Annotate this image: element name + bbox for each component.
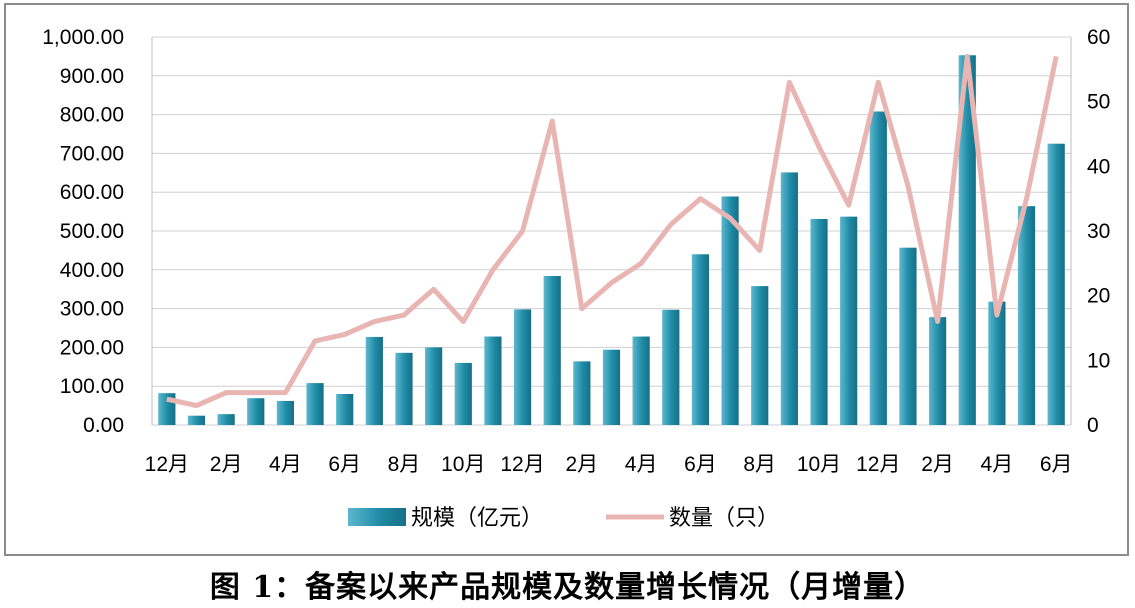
line-series-count xyxy=(166,53,1059,409)
bar xyxy=(928,317,947,425)
bar xyxy=(899,247,917,425)
y-right-tick-label: 10 xyxy=(1087,349,1110,372)
x-tick-label: 12月 xyxy=(500,453,544,476)
y-left-tick-label: 300.00 xyxy=(60,298,124,321)
bar xyxy=(751,286,769,425)
x-tick-label: 2月 xyxy=(921,453,954,476)
bar xyxy=(810,218,828,425)
x-tick-label: 2月 xyxy=(566,453,599,476)
x-tick-label: 10月 xyxy=(441,453,485,476)
x-tick-label: 8月 xyxy=(743,453,776,476)
y-right-tick-label: 50 xyxy=(1087,91,1110,114)
y-left-tick-label: 400.00 xyxy=(60,259,124,282)
y-right-tick-label: 20 xyxy=(1087,285,1110,308)
y-axis-right: 0 10 20 30 40 50 60 xyxy=(1087,26,1110,437)
bar xyxy=(306,383,324,425)
y-left-tick-label: 700.00 xyxy=(60,142,124,165)
y-right-tick-label: 0 xyxy=(1087,414,1099,437)
x-tick-label: 2月 xyxy=(210,453,243,476)
bar xyxy=(869,111,887,425)
legend-item-count: 数量（只） xyxy=(606,506,779,531)
bar xyxy=(662,309,680,425)
legend-label-count: 数量（只） xyxy=(669,506,779,531)
y-left-tick-label: 800.00 xyxy=(60,104,124,127)
y-left-tick-label: 0.00 xyxy=(83,414,124,437)
y-left-tick-label: 100.00 xyxy=(60,375,124,398)
bar xyxy=(425,347,443,425)
x-tick-label: 4月 xyxy=(625,453,658,476)
y-left-tick-label: 500.00 xyxy=(60,220,124,243)
x-tick-label: 6月 xyxy=(1040,453,1073,476)
y-left-tick-label: 600.00 xyxy=(60,181,124,204)
x-axis: 12月 2月 4月 6月 8月 10月 12月 2月 4月 6月 8月 10月 12月 2月 4月 6月 xyxy=(145,453,1073,476)
figure-caption: 图 1：备案以来产品规模及数量增长情况（月增量） xyxy=(209,570,926,605)
x-tick-label: 12月 xyxy=(145,453,189,476)
x-tick-label: 6月 xyxy=(684,453,717,476)
bar xyxy=(602,349,621,425)
bar xyxy=(840,216,858,425)
x-tick-label: 10月 xyxy=(797,453,841,476)
y-right-tick-label: 30 xyxy=(1087,220,1110,243)
bar xyxy=(958,55,976,426)
legend-swatch-bar xyxy=(348,508,406,526)
bar xyxy=(1017,206,1036,425)
bar xyxy=(513,309,532,425)
bar xyxy=(276,400,295,425)
bar xyxy=(247,398,265,425)
gridlines xyxy=(151,36,1072,426)
x-tick-label: 8月 xyxy=(388,453,421,476)
x-tick-label: 6月 xyxy=(328,453,361,476)
bar xyxy=(1047,143,1065,425)
x-tick-label: 4月 xyxy=(269,453,302,476)
combo-chart: 0.00 100.00 200.00 300.00 400.00 500.00 600.00… xyxy=(42,26,1110,531)
bar xyxy=(543,276,561,425)
bar xyxy=(780,172,798,425)
bar-series-scale xyxy=(158,55,1065,426)
legend: 规模（亿元） 数量（只） xyxy=(348,506,779,531)
bar xyxy=(217,414,235,425)
y-left-tick-label: 900.00 xyxy=(60,65,124,88)
y-right-tick-label: 40 xyxy=(1087,155,1110,178)
chart-frame: 0.00 100.00 200.00 300.00 400.00 500.00 600.00… xyxy=(4,3,1129,556)
x-tick-label: 4月 xyxy=(981,453,1014,476)
bar xyxy=(187,415,206,425)
bar xyxy=(454,362,472,425)
y-left-tick-label: 1,000.00 xyxy=(42,26,124,49)
bar xyxy=(573,361,591,425)
legend-item-scale: 规模（亿元） xyxy=(348,506,543,531)
bar xyxy=(988,301,1006,425)
y-left-tick-label: 200.00 xyxy=(60,336,124,359)
bar xyxy=(691,254,710,425)
y-right-tick-label: 60 xyxy=(1087,26,1110,49)
bar xyxy=(632,336,650,425)
bar xyxy=(484,336,502,425)
x-tick-label: 12月 xyxy=(856,453,900,476)
y-axis-left: 0.00 100.00 200.00 300.00 400.00 500.00 600.00… xyxy=(42,26,124,437)
bar xyxy=(721,196,739,425)
bar xyxy=(395,352,413,425)
bar xyxy=(336,393,354,425)
legend-label-scale: 规模（亿元） xyxy=(411,506,543,531)
bar xyxy=(365,336,383,425)
